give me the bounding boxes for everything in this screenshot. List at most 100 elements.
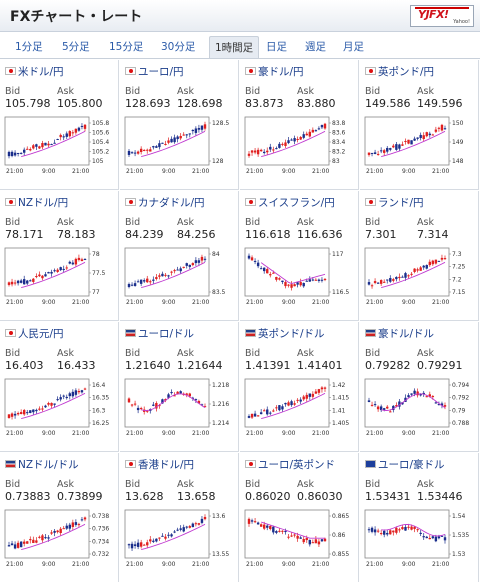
yjfx-logo[interactable]: YJFX! Yahoo!: [410, 5, 474, 27]
mini-candle-chart[interactable]: 13.6 13.55 21:00 9:00 21:00: [123, 508, 236, 570]
pair-card[interactable]: 香港ドル/円 Bid Ask 13.628 13.658 13.6 13.55 21:00 9:…: [120, 453, 239, 582]
pair-card[interactable]: 英ポンド/ドル Bid Ask 1.41391 1.41401 1.42 1.415 1.41…: [240, 322, 359, 452]
candle-body: [395, 144, 398, 150]
pair-name[interactable]: ユーロ/英ポンド: [245, 457, 335, 472]
pair-name[interactable]: 豪ドル/円: [245, 64, 304, 79]
mini-candle-chart[interactable]: 7.3 7.25 7.2 7.15 21:00 9:00 21:00: [363, 246, 476, 308]
mini-candle-chart[interactable]: 78 77.5 77 21:00 9:00 21:00: [3, 246, 116, 308]
mini-candle-chart[interactable]: 117 116.5 21:00 9:00 21:00: [243, 246, 356, 308]
tab-6[interactable]: 週足: [305, 41, 326, 53]
ask-label: Ask: [297, 348, 314, 359]
flag-icon: [125, 460, 136, 468]
pair-name[interactable]: スイスフラン/円: [245, 195, 335, 210]
mini-candle-chart[interactable]: 128.5 128 21:00 9:00 21:00: [123, 115, 236, 177]
mini-candle-chart[interactable]: 1.42 1.415 1.41 1.405 21:00 9:00 21:00: [243, 377, 356, 439]
candle-body: [164, 399, 167, 401]
mini-candle-chart[interactable]: 0.738 0.736 0.734 0.732 21:00 9:00 21:00: [3, 508, 116, 570]
candle-body: [191, 263, 195, 266]
mini-candle-chart[interactable]: 84 83.5 21:00 9:00 21:00: [123, 246, 236, 308]
pair-card[interactable]: NZドル/円 Bid Ask 78.171 78.183 78 77.5 77 21:00 9:0…: [0, 191, 119, 321]
mini-candle-chart[interactable]: 0.794 0.792 0.79 0.788 21:00 9:00 21:00: [363, 377, 476, 439]
candle-body: [44, 142, 47, 146]
candle-body: [68, 131, 71, 137]
mini-candle-chart[interactable]: 83.8 83.6 83.4 83.2 83 21:00 9:00 21:00: [243, 115, 356, 177]
candle-body: [404, 140, 407, 142]
pair-name[interactable]: 豪ドル/ドル: [365, 326, 434, 341]
tab-3[interactable]: 30分足: [161, 41, 196, 53]
pair-card[interactable]: ユーロ/円 Bid Ask 128.693 128.698 128.5 128 21:00 9:…: [120, 60, 239, 190]
tab-5[interactable]: 日足: [266, 41, 287, 53]
candle-body: [127, 398, 131, 403]
pair-name[interactable]: 米ドル/円: [5, 64, 64, 79]
pair-name[interactable]: 英ポンド/ドル: [245, 326, 325, 341]
candle-body: [266, 409, 269, 415]
tab-1[interactable]: 5分足: [62, 41, 90, 53]
candle-body: [35, 276, 38, 278]
pair-name[interactable]: 人民元/円: [5, 326, 64, 341]
pair-card[interactable]: 豪ドル/ドル Bid Ask 0.79282 0.79291 0.794 0.792 0.79…: [360, 322, 479, 452]
pair-name[interactable]: 香港ドル/円: [125, 457, 194, 472]
pair-name[interactable]: ユーロ/円: [125, 64, 184, 79]
candle-body: [281, 143, 284, 145]
candle-body: [275, 276, 278, 280]
pair-card[interactable]: スイスフラン/円 Bid Ask 116.618 116.636 117 116.5 21:0…: [240, 191, 359, 321]
candle-body: [379, 406, 383, 411]
pair-name[interactable]: 英ポンド/円: [365, 64, 434, 79]
candle-body: [431, 134, 435, 136]
pair-card[interactable]: 人民元/円 Bid Ask 16.403 16.433 16.4 16.35 16.3 16.2…: [0, 322, 119, 452]
candle-body: [278, 405, 281, 411]
candle-body: [379, 280, 383, 284]
pair-card[interactable]: ユーロ/豪ドル Bid Ask 1.53431 1.53446 1.54 1.535 1.53…: [360, 453, 479, 582]
candle-body: [392, 405, 395, 411]
bid-label: Bid: [365, 348, 381, 359]
pair-card[interactable]: 英ポンド/円 Bid Ask 149.586 149.596 150 149 148 21:00…: [360, 60, 479, 190]
pair-name[interactable]: ユーロ/ドル: [125, 326, 194, 341]
mini-candle-chart[interactable]: 1.54 1.535 1.53 21:00 9:00 21:00: [363, 508, 476, 570]
moving-average-line: [141, 523, 206, 550]
tab-2[interactable]: 15分足: [109, 41, 144, 53]
pair-name[interactable]: ユーロ/豪ドル: [365, 457, 445, 472]
chart-frame: [4, 116, 90, 166]
candle-body: [158, 405, 161, 407]
pair-card[interactable]: カナダドル/円 Bid Ask 84.239 84.256 84 83.5 21:00 9:00…: [120, 191, 239, 321]
mini-candle-chart[interactable]: 150 149 148 21:00 9:00 21:00: [363, 115, 476, 177]
tab-0[interactable]: 1分足: [15, 41, 43, 53]
candle-body: [136, 281, 140, 283]
pair-card[interactable]: 豪ドル/円 Bid Ask 83.873 83.880 83.8 83.6 83.4 83.2 8…: [240, 60, 359, 190]
candle-body: [83, 259, 87, 261]
y-tick-label: 0.732: [92, 551, 109, 558]
moving-average-line: [261, 521, 325, 539]
candle-body: [77, 257, 81, 260]
pair-name-text: ユーロ/円: [138, 66, 184, 78]
mini-candle-chart[interactable]: 16.4 16.35 16.3 16.25 21:00 9:00 21:00: [3, 377, 116, 439]
pair-name[interactable]: カナダドル/円: [125, 195, 205, 210]
candle-body: [317, 541, 321, 545]
mini-candle-chart[interactable]: 105.8 105.6 105.4 105.2 105 21:00 9:00 21:00: [3, 115, 116, 177]
pair-card[interactable]: ユーロ/ドル Bid Ask 1.21640 1.21644 1.218 1.216 1.21…: [120, 322, 239, 452]
candle-body: [74, 128, 78, 133]
mini-candle-chart[interactable]: 0.865 0.86 0.855 21:00 9:00 21:00: [243, 508, 356, 570]
candle-body: [185, 526, 188, 528]
candle-body: [133, 283, 137, 286]
mini-candle-chart[interactable]: 1.218 1.216 1.214 21:00 9:00 21:00: [123, 377, 236, 439]
candle-body: [62, 136, 65, 138]
x-tick-label: 21:00: [72, 168, 89, 175]
y-tick-label: 78: [92, 251, 100, 258]
pair-card[interactable]: 米ドル/円 Bid Ask 105.798 105.800 105.8 105.6 105.4…: [0, 60, 119, 190]
candle-body: [170, 271, 173, 273]
pair-name[interactable]: ランド/円: [365, 195, 424, 210]
pair-name-text: スイスフラン/円: [258, 197, 335, 209]
pair-card[interactable]: ランド/円 Bid Ask 7.301 7.314 7.3 7.25 7.2 7.15 21:00…: [360, 191, 479, 321]
pair-name[interactable]: NZドル/円: [5, 195, 68, 210]
candle-body: [182, 134, 185, 136]
y-tick-label: 83: [332, 158, 340, 165]
candle-body: [167, 140, 170, 143]
pair-card[interactable]: NZドル/ドル Bid Ask 0.73883 0.73899 0.738 0.736 0.7…: [0, 453, 119, 582]
pair-card[interactable]: ユーロ/英ポンド Bid Ask 0.86020 0.86030 0.865 0.86 0.8…: [240, 453, 359, 582]
candle-body: [74, 258, 78, 265]
candle-body: [167, 394, 170, 398]
pair-name[interactable]: NZドル/ドル: [5, 457, 79, 472]
tab-7[interactable]: 月足: [343, 41, 364, 53]
tab-4[interactable]: 1時間足: [209, 36, 260, 58]
candle-body: [10, 281, 14, 285]
